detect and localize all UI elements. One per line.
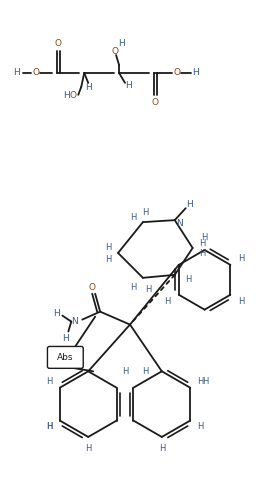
Text: Abs: Abs — [57, 353, 73, 362]
FancyBboxPatch shape — [47, 347, 83, 368]
Text: H: H — [159, 444, 165, 453]
Text: O: O — [151, 98, 158, 107]
Text: H: H — [122, 367, 128, 376]
Text: H: H — [201, 233, 208, 242]
Text: H: H — [197, 422, 204, 431]
Text: O: O — [55, 39, 62, 48]
Text: H: H — [130, 283, 136, 292]
Text: H: H — [85, 83, 92, 92]
Text: N: N — [71, 317, 78, 326]
Text: H: H — [126, 82, 132, 90]
Text: H: H — [145, 285, 151, 294]
Text: H: H — [199, 239, 206, 247]
Text: H: H — [105, 255, 111, 265]
Text: H: H — [85, 444, 91, 453]
Text: H: H — [197, 377, 204, 386]
Text: H: H — [202, 377, 209, 386]
Text: H: H — [142, 208, 148, 217]
Text: H: H — [62, 334, 69, 343]
Text: O: O — [173, 68, 180, 78]
Text: H: H — [13, 68, 20, 78]
Text: H: H — [199, 249, 206, 258]
Text: O: O — [70, 91, 77, 100]
Text: H: H — [105, 244, 111, 252]
Text: H: H — [46, 377, 53, 386]
Text: O: O — [89, 283, 96, 292]
Text: H: H — [53, 309, 60, 318]
Text: H: H — [63, 91, 70, 100]
Text: N: N — [176, 218, 183, 228]
Text: H: H — [46, 422, 53, 431]
Text: H: H — [118, 39, 124, 48]
Text: H: H — [186, 200, 193, 209]
Text: H: H — [192, 68, 199, 78]
Text: H: H — [238, 297, 245, 306]
Text: O: O — [32, 68, 39, 78]
Text: O: O — [112, 47, 119, 55]
Text: H: H — [186, 275, 192, 284]
Text: H: H — [130, 213, 136, 221]
Text: H: H — [46, 422, 53, 431]
Text: H: H — [164, 297, 171, 306]
Text: H: H — [142, 367, 148, 376]
Text: H: H — [238, 254, 245, 263]
